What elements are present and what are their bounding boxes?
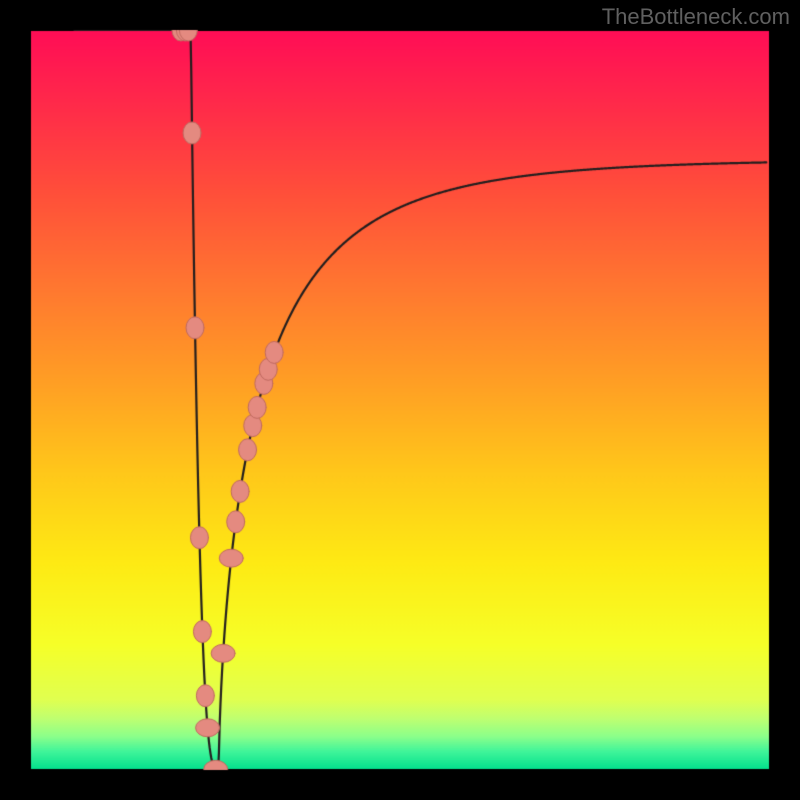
bottleneck-curve-chart <box>0 0 800 800</box>
chart-container: TheBottleneck.com <box>0 0 800 800</box>
watermark-text: TheBottleneck.com <box>602 4 790 30</box>
